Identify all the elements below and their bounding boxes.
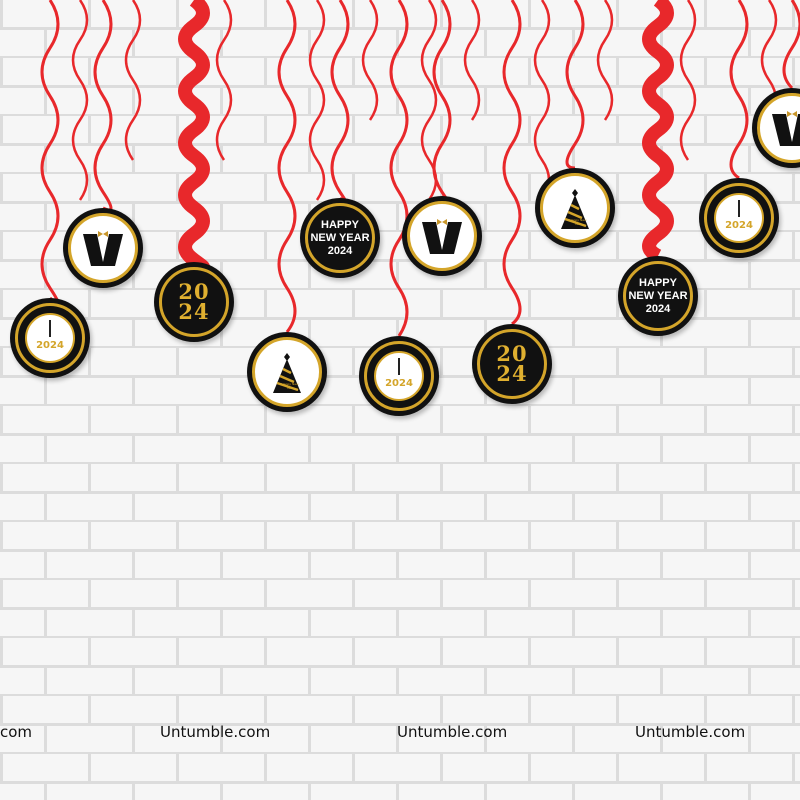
- ribbon-swirl: [215, 0, 233, 161]
- greeting-line: HAPPY: [639, 276, 677, 289]
- clock-medallion: 2024: [359, 336, 439, 416]
- happy-new-year-medallion: HAPPY NEW YEAR 2024: [300, 198, 380, 278]
- ribbon-swirl: [389, 0, 409, 337]
- party-hat-medallion: Happy New Year: [535, 168, 615, 248]
- ribbon-swirl: [533, 0, 551, 201]
- ribbon-swirl: [330, 0, 350, 208]
- ribbon-swirl: [642, 0, 674, 263]
- ribbon-swirl: [361, 0, 379, 121]
- happy-new-year-medallion: HAPPY NEW YEAR 2024: [618, 256, 698, 336]
- party-hat-medallion: Happy New Year: [247, 332, 327, 412]
- tuxedo-icon: [772, 111, 800, 146]
- ribbon-swirl: [679, 0, 697, 161]
- greeting-line: 2024: [327, 244, 353, 257]
- clock-icon: 2024: [374, 351, 424, 401]
- year-medallion: 2024: [472, 324, 552, 404]
- tuxedo-medallion: [63, 208, 143, 288]
- ribbon-swirl: [93, 0, 113, 212]
- ribbon-swirl: [277, 0, 297, 333]
- clock-icon: 2024: [714, 193, 764, 243]
- clock-year: 2024: [36, 340, 64, 351]
- watermark-text: Untumble.com: [397, 723, 508, 741]
- ribbon-swirl: [178, 0, 210, 274]
- tuxedo-icon: [422, 219, 462, 254]
- party-hat-icon: [273, 353, 301, 393]
- greeting-line: 2024: [645, 302, 671, 315]
- watermark-text: Untumble.com: [160, 723, 271, 741]
- year-medallion: 2024: [154, 262, 234, 342]
- ribbon-swirl: [596, 0, 614, 121]
- year-text: 2024: [496, 341, 528, 386]
- ribbon-swirl: [782, 0, 800, 90]
- greeting-line: HAPPY: [321, 218, 359, 231]
- year-text: 2024: [178, 279, 210, 324]
- ribbon-swirl: [565, 0, 585, 170]
- greeting-line: NEW YEAR: [628, 289, 688, 302]
- greeting-line: NEW YEAR: [310, 231, 370, 244]
- party-hat-icon: [561, 189, 589, 229]
- ribbon-swirl: [729, 0, 749, 180]
- watermark-text: com: [0, 723, 33, 741]
- hat-text: Happy New Year: [569, 218, 587, 226]
- ribbon-swirl: [463, 0, 481, 121]
- watermark-text: Untumble.com: [635, 723, 746, 741]
- ribbon-swirl: [432, 0, 452, 207]
- ribbon-swirl: [308, 0, 326, 201]
- clock-medallion: 2024: [699, 178, 779, 258]
- tuxedo-icon: [83, 231, 123, 266]
- ribbon-swirl: [124, 0, 142, 161]
- ribbon-swirl: [40, 0, 60, 305]
- tuxedo-medallion: [402, 196, 482, 276]
- ribbon-swirl: [71, 0, 89, 201]
- clock-medallion: 2024: [10, 298, 90, 378]
- clock-year: 2024: [385, 378, 413, 389]
- hat-text: Happy New Year: [281, 382, 299, 390]
- clock-icon: 2024: [25, 313, 75, 363]
- clock-year: 2024: [725, 220, 753, 231]
- ribbon-swirl: [502, 0, 522, 326]
